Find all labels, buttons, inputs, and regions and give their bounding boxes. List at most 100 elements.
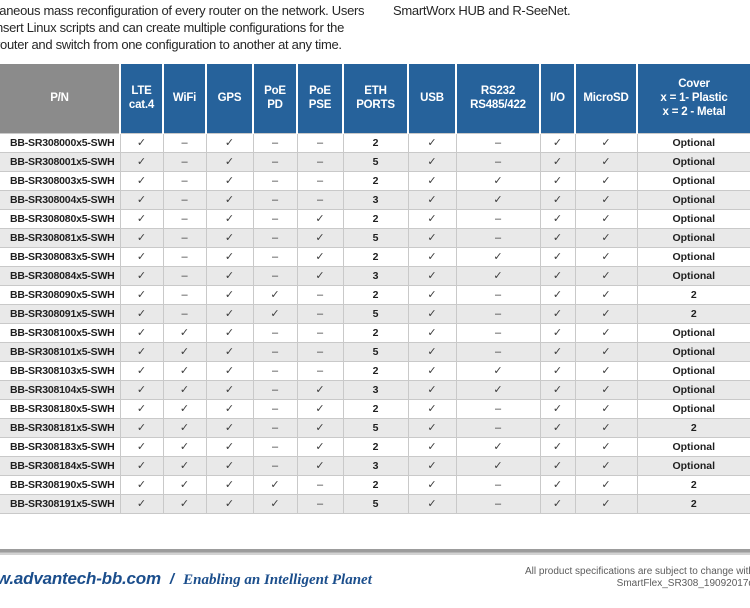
check-cell: ✓ bbox=[252, 493, 298, 514]
check-cell: ✓ bbox=[162, 474, 207, 495]
value-cell: 2 bbox=[342, 246, 409, 267]
column-header: PoE PSE bbox=[296, 64, 343, 133]
value-cell: 5 bbox=[342, 227, 409, 248]
check-cell: ✓ bbox=[407, 436, 457, 457]
dash-cell: – bbox=[296, 132, 344, 153]
check-cell: ✓ bbox=[574, 132, 638, 153]
check-cell: ✓ bbox=[296, 208, 344, 229]
check-cell: ✓ bbox=[574, 227, 638, 248]
part-number-cell: BB-SR308081x5-SWH bbox=[0, 227, 121, 248]
check-cell: ✓ bbox=[252, 284, 298, 305]
check-cell: ✓ bbox=[407, 189, 457, 210]
dash-cell: – bbox=[252, 265, 298, 286]
table-row: BB-SR308091x5-SWH ✓ – ✓ ✓ –5 ✓ – ✓ ✓ 2 bbox=[0, 303, 750, 324]
value-cell: Optional bbox=[636, 151, 750, 172]
value-cell: Optional bbox=[636, 170, 750, 191]
check-cell: ✓ bbox=[539, 189, 576, 210]
column-header: PoE PD bbox=[252, 64, 297, 133]
value-cell: Optional bbox=[636, 227, 750, 248]
footer-website-link[interactable]: w.advantech-bb.com bbox=[0, 569, 161, 588]
table-row: BB-SR308100x5-SWH ✓ ✓ ✓ – –2 ✓ – ✓ ✓ Optional bbox=[0, 322, 750, 343]
check-cell: ✓ bbox=[539, 284, 576, 305]
check-cell: ✓ bbox=[162, 322, 207, 343]
part-number-cell: BB-SR308083x5-SWH bbox=[0, 246, 121, 267]
value-cell: 2 bbox=[636, 284, 750, 305]
dash-cell: – bbox=[252, 398, 298, 419]
value-cell: Optional bbox=[636, 341, 750, 362]
check-cell: ✓ bbox=[119, 246, 164, 267]
check-cell: ✓ bbox=[539, 303, 576, 324]
check-cell: ✓ bbox=[539, 455, 576, 476]
part-number-cell: BB-SR308080x5-SWH bbox=[0, 208, 121, 229]
dash-cell: – bbox=[296, 303, 344, 324]
table-row: BB-SR308081x5-SWH ✓ – ✓ – ✓ 5 ✓ – ✓ ✓ Optional bbox=[0, 227, 750, 248]
check-cell: ✓ bbox=[119, 398, 164, 419]
value-cell: 2 bbox=[342, 474, 409, 495]
check-cell: ✓ bbox=[455, 360, 541, 381]
check-cell: ✓ bbox=[539, 360, 576, 381]
check-cell: ✓ bbox=[162, 360, 207, 381]
check-cell: ✓ bbox=[296, 417, 344, 438]
check-cell: ✓ bbox=[407, 227, 457, 248]
dash-cell: – bbox=[252, 436, 298, 457]
check-cell: ✓ bbox=[205, 208, 254, 229]
dash-cell: – bbox=[162, 151, 207, 172]
check-cell: ✓ bbox=[162, 417, 207, 438]
check-cell: ✓ bbox=[205, 284, 254, 305]
dash-cell: – bbox=[455, 398, 541, 419]
check-cell: ✓ bbox=[162, 493, 207, 514]
value-cell: 5 bbox=[342, 493, 409, 514]
check-cell: ✓ bbox=[539, 265, 576, 286]
check-cell: ✓ bbox=[296, 265, 344, 286]
check-cell: ✓ bbox=[119, 265, 164, 286]
dash-cell: – bbox=[296, 189, 344, 210]
check-cell: ✓ bbox=[119, 474, 164, 495]
part-number-cell: BB-SR308184x5-SWH bbox=[0, 455, 121, 476]
check-cell: ✓ bbox=[119, 360, 164, 381]
check-cell: ✓ bbox=[574, 417, 638, 438]
table-row: BB-SR308090x5-SWH ✓ – ✓ ✓ –2 ✓ – ✓ ✓ 2 bbox=[0, 284, 750, 305]
intro-paragraph-left: taneous mass reconfiguration of every ro… bbox=[0, 2, 365, 53]
dash-cell: – bbox=[252, 341, 298, 362]
part-number-cell: BB-SR308183x5-SWH bbox=[0, 436, 121, 457]
dash-cell: – bbox=[296, 474, 344, 495]
dash-cell: – bbox=[455, 303, 541, 324]
dash-cell: – bbox=[162, 246, 207, 267]
value-cell: 2 bbox=[342, 170, 409, 191]
part-number-cell: BB-SR308190x5-SWH bbox=[0, 474, 121, 495]
check-cell: ✓ bbox=[205, 474, 254, 495]
check-cell: ✓ bbox=[296, 436, 344, 457]
dash-cell: – bbox=[252, 417, 298, 438]
dash-cell: – bbox=[162, 132, 207, 153]
check-cell: ✓ bbox=[407, 417, 457, 438]
check-cell: ✓ bbox=[539, 436, 576, 457]
footer-separator: / bbox=[169, 571, 175, 588]
check-cell: ✓ bbox=[574, 303, 638, 324]
check-cell: ✓ bbox=[205, 322, 254, 343]
part-number-cell: BB-SR308103x5-SWH bbox=[0, 360, 121, 381]
value-cell: 2 bbox=[342, 398, 409, 419]
check-cell: ✓ bbox=[205, 379, 254, 400]
dash-cell: – bbox=[162, 227, 207, 248]
check-cell: ✓ bbox=[574, 455, 638, 476]
column-header: ETH PORTS bbox=[342, 64, 408, 133]
check-cell: ✓ bbox=[205, 132, 254, 153]
dash-cell: – bbox=[455, 151, 541, 172]
intro-line: router and switch from one configuration… bbox=[0, 37, 342, 52]
table-row: BB-SR308001x5-SWH ✓ – ✓ – –5 ✓ – ✓ ✓ Optional bbox=[0, 151, 750, 172]
check-cell: ✓ bbox=[574, 284, 638, 305]
check-cell: ✓ bbox=[119, 493, 164, 514]
check-cell: ✓ bbox=[205, 341, 254, 362]
part-number-cell: BB-SR308191x5-SWH bbox=[0, 493, 121, 514]
part-number-cell: BB-SR308084x5-SWH bbox=[0, 265, 121, 286]
dash-cell: – bbox=[296, 322, 344, 343]
footer-disclaimer-line: All product specifications are subject t… bbox=[524, 566, 750, 577]
check-cell: ✓ bbox=[407, 246, 457, 267]
value-cell: 3 bbox=[342, 455, 409, 476]
check-cell: ✓ bbox=[119, 284, 164, 305]
check-cell: ✓ bbox=[119, 322, 164, 343]
table-row: BB-SR308183x5-SWH ✓ ✓ ✓ – ✓ 2 ✓ ✓ ✓ ✓ Optional bbox=[0, 436, 750, 457]
check-cell: ✓ bbox=[539, 322, 576, 343]
check-cell: ✓ bbox=[574, 360, 638, 381]
product-spec-table: P/N LTE cat.4 WiFi GPS PoE PD PoE PSE ETH PORT… bbox=[0, 64, 750, 514]
